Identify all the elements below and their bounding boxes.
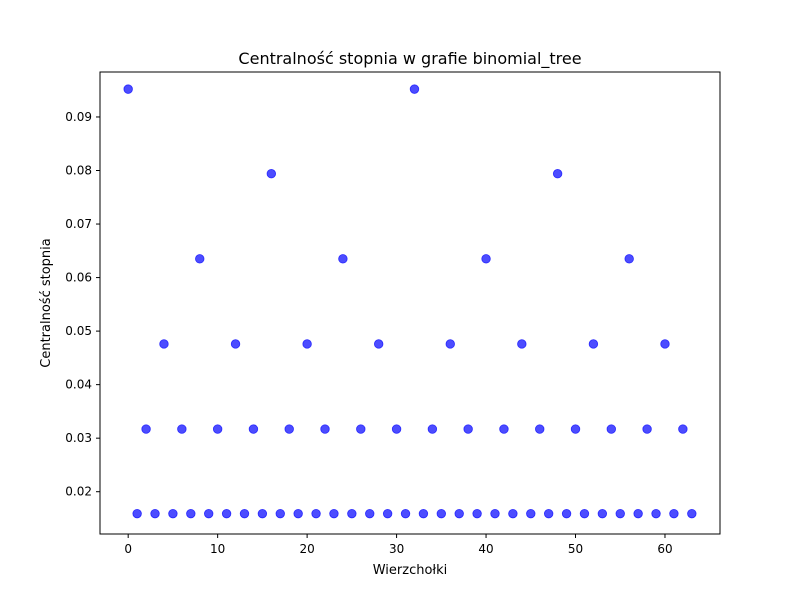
- data-point: [338, 254, 348, 264]
- data-point: [552, 169, 563, 179]
- data-point: [454, 508, 464, 519]
- data-point: [248, 424, 259, 434]
- y-tick-label: 0.06: [65, 271, 92, 285]
- data-point: [615, 508, 625, 519]
- data-point: [526, 508, 536, 519]
- data-point: [436, 508, 447, 519]
- data-point: [239, 508, 250, 519]
- data-point: [230, 339, 241, 349]
- data-point: [257, 508, 268, 519]
- data-point: [168, 508, 178, 519]
- data-point: [382, 508, 393, 519]
- data-point: [606, 424, 617, 434]
- data-point: [141, 424, 151, 434]
- data-point: [150, 508, 160, 519]
- y-axis: 0.02 0.03 0.04 0.05 0.06 0.07 0.08 0.09: [65, 110, 100, 499]
- chart-title: Centralność stopnia w grafie binomial_tr…: [238, 49, 581, 69]
- data-point: [543, 508, 554, 519]
- data-point: [535, 424, 545, 434]
- data-point: [266, 169, 277, 179]
- y-tick-label: 0.03: [65, 431, 92, 445]
- x-tick-label: 20: [299, 542, 314, 556]
- x-tick-label: 60: [657, 542, 672, 556]
- data-point: [177, 424, 187, 434]
- data-point: [427, 424, 438, 434]
- data-point: [642, 424, 652, 434]
- x-axis-label: Wierzchołki: [373, 563, 448, 578]
- data-point: [293, 508, 303, 519]
- x-tick-label: 0: [124, 542, 132, 556]
- data-point: [651, 508, 661, 519]
- plot-frame: [99, 71, 721, 535]
- data-point: [373, 339, 384, 349]
- y-tick-label: 0.04: [65, 378, 92, 392]
- data-point: [561, 508, 572, 519]
- points-layer: [123, 84, 697, 519]
- data-point: [302, 339, 312, 349]
- data-point: [669, 508, 679, 519]
- data-point: [400, 508, 411, 519]
- data-point: [159, 339, 169, 349]
- data-point: [597, 508, 608, 519]
- data-point: [275, 508, 285, 519]
- data-point: [221, 508, 232, 519]
- y-tick-label: 0.07: [65, 217, 92, 231]
- data-point: [579, 508, 590, 519]
- data-point: [195, 254, 205, 264]
- x-tick-label: 50: [568, 542, 583, 556]
- data-point: [445, 339, 455, 349]
- data-point: [588, 339, 599, 349]
- data-point: [570, 424, 581, 434]
- data-point: [311, 508, 321, 519]
- data-point: [356, 424, 366, 434]
- data-point: [329, 508, 339, 519]
- y-axis-label: Centralność stopnia: [39, 238, 54, 367]
- data-point: [123, 84, 133, 94]
- data-point: [347, 508, 357, 519]
- y-tick-label: 0.09: [65, 110, 92, 124]
- x-tick-label: 10: [210, 542, 225, 556]
- data-point: [418, 508, 429, 519]
- data-point: [481, 254, 491, 264]
- data-point: [186, 508, 196, 519]
- data-point: [320, 424, 330, 434]
- x-axis: 0 10 20 30 40 50 60: [124, 534, 673, 556]
- data-point: [624, 254, 634, 264]
- data-point: [365, 508, 375, 519]
- data-point: [678, 424, 688, 434]
- y-tick-label: 0.05: [65, 324, 92, 338]
- y-tick-label: 0.08: [65, 164, 92, 178]
- data-point: [517, 339, 527, 349]
- data-point: [409, 84, 420, 94]
- data-point: [633, 508, 643, 519]
- x-tick-label: 40: [478, 542, 493, 556]
- data-point: [472, 508, 482, 519]
- data-point: [499, 424, 509, 434]
- x-tick-label: 30: [389, 542, 404, 556]
- data-point: [391, 424, 402, 434]
- data-point: [132, 508, 142, 519]
- data-point: [508, 508, 518, 519]
- data-point: [490, 508, 500, 519]
- data-point: [212, 424, 223, 434]
- data-point: [203, 508, 214, 519]
- data-point: [284, 424, 294, 434]
- data-point: [463, 424, 473, 434]
- data-point: [660, 339, 670, 349]
- y-tick-label: 0.02: [65, 485, 92, 499]
- data-point: [687, 508, 697, 519]
